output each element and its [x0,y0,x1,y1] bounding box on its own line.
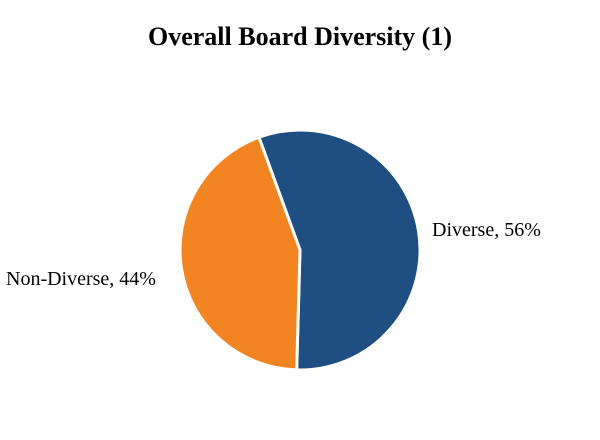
pie-slice-non-diverse [178,135,302,372]
chart-title: Overall Board Diversity (1) [148,22,452,51]
slice-label-diverse: Diverse, 56% [432,219,541,241]
pie-slices [178,128,422,372]
slice-label-non-diverse: Non-Diverse, 44% [6,268,156,290]
